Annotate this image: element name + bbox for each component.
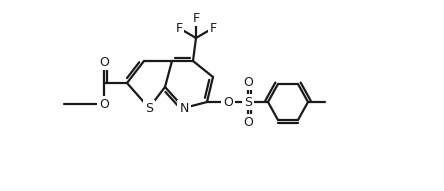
Text: N: N: [179, 101, 189, 114]
Text: O: O: [243, 75, 253, 88]
Text: F: F: [210, 22, 217, 35]
Text: O: O: [99, 97, 109, 111]
Text: S: S: [145, 101, 153, 114]
Text: S: S: [244, 96, 252, 108]
Text: F: F: [192, 11, 199, 24]
Text: F: F: [175, 22, 182, 35]
Text: O: O: [99, 56, 109, 69]
Text: O: O: [223, 96, 233, 108]
Text: O: O: [243, 116, 253, 129]
